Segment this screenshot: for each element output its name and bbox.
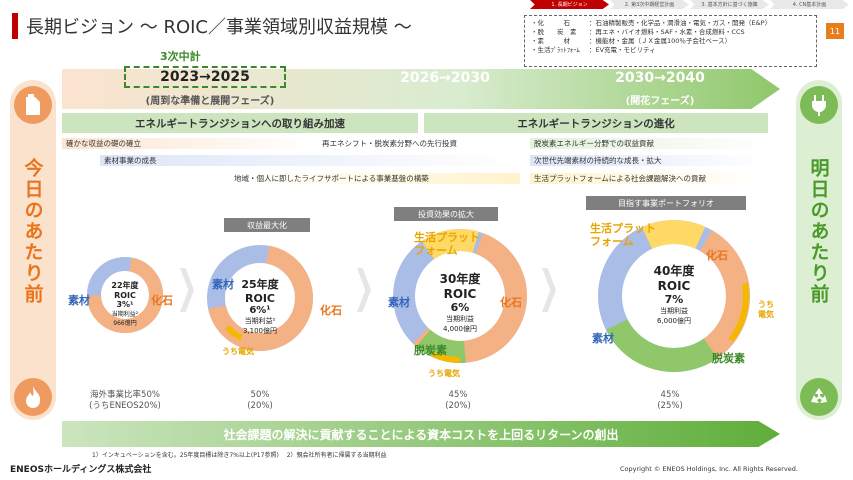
- overseas-ratio-fy30: 45% (20%): [445, 390, 471, 411]
- tomorrow-pillar: 明日のあたり前: [796, 80, 842, 420]
- legend-row-platform: ・生活ﾌﾟﾗｯﾄﾌｫｰﾑ ：EV充電・モビリティ: [531, 46, 656, 54]
- fuel-can-icon: [14, 86, 52, 124]
- initiative-decarb-contribution: 脱炭素エネルギー分野での収益貢献: [530, 138, 768, 149]
- recycle-icon: [800, 378, 838, 416]
- company-logo: ENEOSホールディングス株式会社: [10, 465, 152, 475]
- section-profit-max: 収益最大化: [224, 218, 310, 232]
- segment-decarb: [598, 220, 750, 372]
- initiative-life-platform: 生活プラットフォームによる社会課題解決への貢献: [530, 173, 768, 184]
- initiative-life-support: 地域・個人に即したライフサポートによる事業基盤の構築: [230, 173, 520, 184]
- phase-2-period: 2026→2030: [400, 70, 490, 86]
- tomorrow-label: 明日のあたり前: [807, 158, 830, 305]
- donut-fy30: [393, 229, 527, 363]
- segment-power: [213, 251, 307, 345]
- segment-decarb: [393, 229, 527, 363]
- initiative-earnings-base: 確かな収益の礎の確立: [62, 138, 312, 149]
- tab-3rd-mid-term-plan[interactable]: 2. 第3次中期経営計画: [610, 0, 689, 9]
- today-pillar: 今日のあたり前: [10, 80, 56, 420]
- donut-fy25-center: 25年度 ROIC 6%¹ 当期利益² 3,100億円: [241, 278, 279, 335]
- label-platform: 生活プラット フォーム: [414, 231, 480, 257]
- chevron-right-icon: [542, 268, 556, 312]
- phase-3-subtitle: (開花フェーズ): [625, 96, 695, 107]
- segment-power: [393, 229, 527, 363]
- label-fossil: 化石: [151, 294, 173, 307]
- legend-row-material: ・素 材：機能材・金属（ＪＸ金属100％子会社ベース）: [531, 37, 732, 45]
- donut-fy30-center: 30年度 ROIC 6% 当期利益 4,000億円: [439, 272, 481, 333]
- label-decarb: 脱炭素: [712, 352, 745, 365]
- footnote: 1）インキュベーションを含む。25年度目標は除き7%以上(P17参照) 2）親会…: [92, 452, 387, 459]
- timeline-arrow: [62, 69, 780, 109]
- phase-1-subtitle: (周到な準備と展開フェーズ): [145, 96, 275, 107]
- copyright: Copyright © ENEOS Holdings, Inc. All Rig…: [620, 465, 798, 473]
- segment-power: [599, 221, 749, 371]
- label-material: 素材: [212, 278, 234, 291]
- donut-fy25: [207, 245, 313, 351]
- phase-1-period: 2023→2025: [124, 66, 286, 88]
- chevron-right-icon: [180, 268, 194, 312]
- mid-term-plan-label: 3次中計: [160, 50, 201, 63]
- page-number: 11: [826, 23, 844, 39]
- segment-platform: [393, 229, 527, 363]
- overseas-ratio-fy40: 45% (25%): [657, 390, 683, 411]
- label-decarb: 脱炭素: [414, 344, 447, 357]
- overseas-ratio-fy22: 海外事業比率50% (うちENEOS20%): [89, 390, 161, 411]
- phase-3-period: 2030→2040: [615, 70, 705, 86]
- donut-fy22: [87, 257, 163, 333]
- overseas-ratio-fy25: 50% (20%): [247, 390, 273, 411]
- segment-fossil: [207, 245, 313, 351]
- label-power: うち電気: [428, 369, 460, 378]
- tab-policy-measures[interactable]: 3. 基本方針に基づく施策: [690, 0, 769, 9]
- today-label: 今日のあたり前: [21, 158, 44, 305]
- label-fossil: 化石: [706, 249, 728, 262]
- chevron-right-icon: [357, 268, 371, 312]
- tab-cn-plan[interactable]: 4. CN基本計画: [770, 0, 849, 9]
- label-fossil: 化石: [500, 296, 522, 309]
- label-material: 素材: [388, 296, 410, 309]
- page-title: 長期ビジョン ～ ROIC／事業領域別収益規模 ～: [26, 17, 412, 38]
- label-power: うち 電気: [758, 300, 774, 319]
- donut-fy40: [598, 220, 750, 372]
- label-material: 素材: [592, 332, 614, 345]
- segment-legend: ・化 石：石油精製販売・化学品・潤滑油・電気・ガス・開発（E&P） ・脱 炭 素…: [524, 15, 817, 67]
- transition-acceleration-bar: エネルギートランジションへの取り組み加速: [62, 113, 418, 133]
- label-material: 素材: [68, 294, 90, 307]
- donut-fy22-center: 22年度 ROIC 3%¹ 当期利益² 966億円: [111, 281, 139, 327]
- flame-icon: [14, 378, 52, 416]
- legend-row-fossil: ・化 石：石油精製販売・化学品・潤滑油・電気・ガス・開発（E&P）: [531, 19, 772, 27]
- transition-evolution-bar: エネルギートランジションの進化: [424, 113, 768, 133]
- return-creation-arrow: 社会課題の解決に貢献することによる資本コストを上回るリターンの創出: [62, 421, 780, 447]
- initiative-advanced-materials: 次世代先端素材の持続的な成長・拡大: [530, 155, 768, 166]
- section-investment-expansion: 投資効果の拡大: [394, 207, 498, 221]
- tab-long-term-vision[interactable]: 1. 長期ビジョン: [530, 0, 609, 9]
- legend-row-decarb: ・脱 炭 素：再エネ・バイオ燃料・SAF・水素・合成燃料・CCS: [531, 28, 745, 36]
- label-power: うち電気: [222, 347, 254, 356]
- initiative-materials-growth: 素材事業の成長: [100, 155, 520, 166]
- section-target-portfolio: 目指す事業ポートフォリオ: [586, 196, 746, 210]
- segment-platform: [598, 220, 750, 372]
- donut-fy40-center: 40年度 ROIC 7% 当期利益 6,000億円: [653, 264, 695, 325]
- title-accent-bar: [12, 13, 18, 39]
- label-platform: 生活プラット フォーム: [590, 222, 656, 248]
- initiative-renewables-shift: 再エネシフト・脱炭素分野への先行投資: [318, 138, 518, 149]
- label-fossil: 化石: [320, 304, 342, 317]
- plug-icon: [800, 86, 838, 124]
- section-tabs: 1. 長期ビジョン 2. 第3次中期経営計画 3. 基本方針に基づく施策 4. …: [530, 0, 850, 10]
